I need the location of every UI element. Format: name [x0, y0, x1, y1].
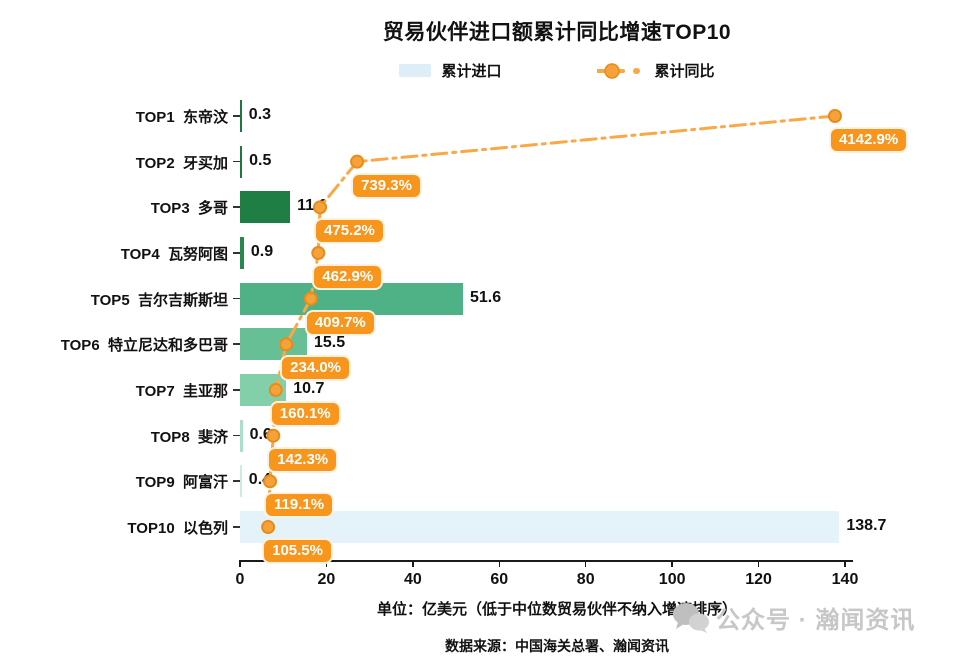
import-bar — [240, 419, 243, 452]
category-label: TOP9 阿富汗 — [135, 474, 228, 492]
x-axis-tick-label: 100 — [658, 571, 686, 588]
legend: 累计进口 累计同比 — [160, 60, 954, 81]
wechat-icon — [673, 602, 709, 633]
x-axis-tick-label: 20 — [317, 571, 336, 588]
x-axis-tick-label: 120 — [745, 571, 772, 588]
import-bar — [240, 100, 242, 132]
x-axis-tick-label: 140 — [831, 571, 859, 588]
y-axis-tick — [233, 297, 240, 300]
x-axis-tick-label: 40 — [403, 571, 422, 588]
bar-legend-swatch — [399, 64, 432, 77]
bar-value-label: 10.7 — [293, 380, 325, 398]
x-axis-tick — [498, 560, 501, 567]
bar-value-label: 0.6 — [249, 425, 272, 443]
category-label: TOP7 圭亚那 — [135, 383, 228, 401]
import-bar — [240, 237, 244, 269]
x-axis-tick-label: 60 — [490, 571, 509, 588]
chart-title: 贸易伙伴进口额累计同比增速TOP10 — [382, 21, 732, 44]
y-axis-tick — [233, 115, 240, 117]
y-axis-tick — [233, 160, 240, 163]
y-axis-tick — [233, 480, 240, 482]
bar-value-label: 51.6 — [469, 288, 502, 306]
category-label: TOP1 东帝汶 — [135, 109, 228, 126]
bar-value-label: 0.4 — [248, 471, 272, 489]
watermark: 公众号 · 瀚闻资讯 — [672, 600, 915, 635]
y-axis-tick — [233, 389, 240, 391]
watermark-text: 公众号 · 瀚闻资讯 — [716, 607, 916, 634]
line-legend-label: 累计同比 — [654, 63, 715, 80]
category-label: TOP8 斐济 — [150, 428, 228, 446]
import-bar — [240, 511, 840, 544]
category-label: TOP5 吉尔吉斯斯坦 — [90, 291, 228, 309]
import-bar — [240, 191, 291, 224]
y-axis-tick — [233, 252, 240, 254]
import-bar — [240, 465, 242, 498]
category-label: TOP6 特立尼达和多巴哥 — [60, 337, 228, 355]
bar-value-label: 15.5 — [313, 334, 346, 352]
y-axis-tick — [233, 343, 240, 345]
x-axis-tick — [239, 560, 241, 567]
y-axis-tick — [233, 206, 240, 208]
import-bar — [240, 328, 307, 361]
x-axis-tick-label: 0 — [235, 571, 245, 588]
import-bar — [240, 282, 463, 315]
bar-value-label: 138.7 — [846, 517, 887, 535]
x-axis-tick — [757, 560, 760, 567]
x-axis-tick — [325, 560, 328, 567]
x-axis-tick-label: 80 — [576, 571, 595, 588]
line-legend-sample-icon — [596, 62, 640, 79]
x-axis-tick — [844, 560, 846, 567]
unit-note: 单位：亿美元（低于中位数贸易伙伴不纳入增速排序） — [376, 601, 737, 618]
y-axis-tick — [233, 526, 240, 528]
x-axis-tick — [584, 560, 587, 567]
y-axis-tick — [233, 434, 240, 437]
category-label: TOP2 牙买加 — [135, 154, 228, 172]
bar-value-label: 0.9 — [250, 243, 274, 260]
x-axis-tick — [671, 560, 673, 567]
import-bar — [240, 374, 287, 407]
legend-item-line: 累计同比 — [596, 60, 715, 81]
category-label: TOP3 多哥 — [150, 200, 228, 218]
category-label: TOP10 以色列 — [127, 520, 228, 538]
import-bar — [240, 145, 243, 178]
x-axis-tick — [412, 560, 414, 567]
bar-value-label: 0.3 — [248, 106, 272, 123]
bar-value-label: 11.6 — [297, 197, 328, 215]
category-label: TOP4 瓦努阿图 — [120, 246, 228, 263]
data-source-note: 数据来源：中国海关总署、瀚闻资讯 — [445, 638, 669, 654]
legend-item-bar: 累计进口 — [399, 60, 502, 81]
x-axis-line — [240, 560, 853, 562]
bar-value-label: 0.5 — [249, 151, 272, 169]
bar-legend-label: 累计进口 — [441, 63, 502, 80]
